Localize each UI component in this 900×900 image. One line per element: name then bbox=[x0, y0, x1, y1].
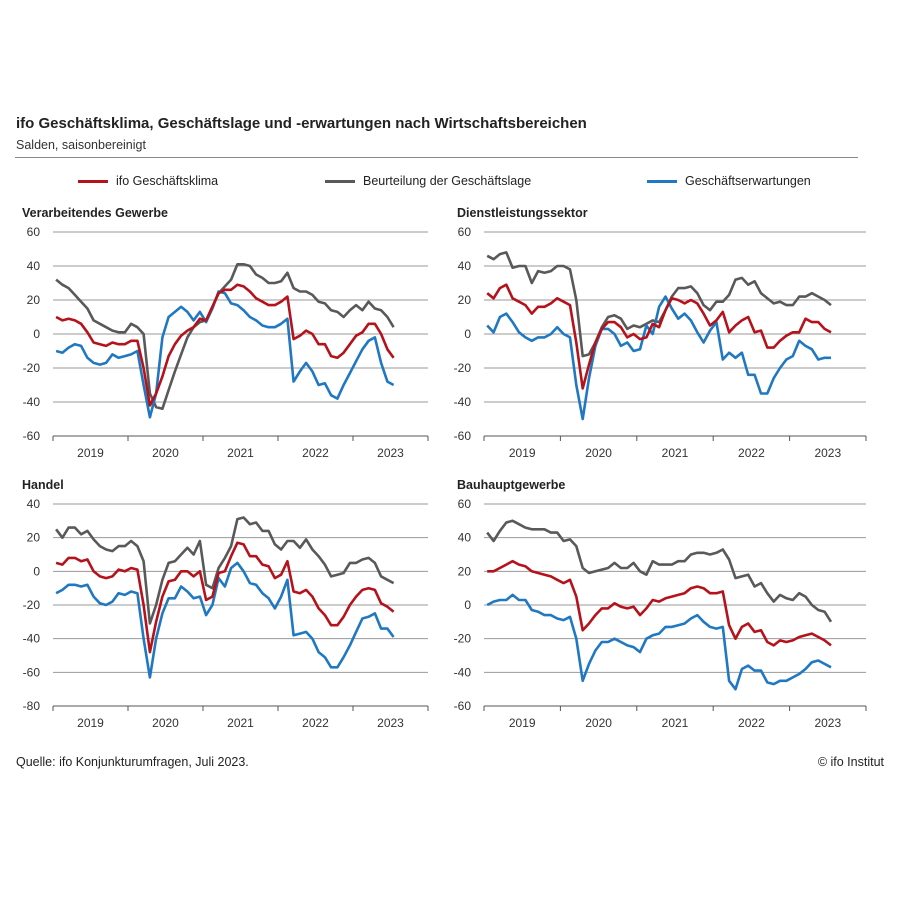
chart-subtitle: Salden, saisonbereinigt bbox=[16, 138, 146, 152]
series-line-klima bbox=[55, 541, 395, 654]
x-tick-label: 2020 bbox=[152, 716, 179, 730]
x-tick-label: 2020 bbox=[152, 446, 179, 460]
y-tick-label: -20 bbox=[454, 361, 472, 375]
panel-title-bauhauptgewerbe: Bauhauptgewerbe bbox=[457, 478, 566, 492]
x-tick-label: 2019 bbox=[77, 446, 104, 460]
series-line-lage bbox=[486, 251, 832, 358]
series-line-lage bbox=[486, 519, 833, 623]
x-tick-label: 2020 bbox=[585, 446, 612, 460]
legend-label: ifo Geschäftsklima bbox=[116, 174, 219, 188]
y-tick-label: 40 bbox=[458, 259, 472, 273]
panel-title-dienstleistungssektor: Dienstleistungssektor bbox=[457, 206, 588, 220]
y-tick-label: -40 bbox=[23, 395, 41, 409]
y-tick-label: -40 bbox=[454, 665, 472, 679]
x-tick-label: 2022 bbox=[738, 716, 765, 730]
x-tick-label: 2023 bbox=[814, 446, 841, 460]
y-tick-label: 40 bbox=[27, 497, 41, 511]
x-tick-label: 2020 bbox=[585, 716, 612, 730]
y-tick-label: -40 bbox=[454, 395, 472, 409]
copyright: © ifo Institut bbox=[817, 755, 884, 769]
y-tick-label: -20 bbox=[454, 632, 472, 646]
legend-item-lage: Beurteilung der Geschäftslage bbox=[325, 174, 531, 188]
source-note: Quelle: ifo Konjunkturumfragen, Juli 202… bbox=[16, 755, 249, 769]
series-line-erwartungen bbox=[486, 295, 831, 421]
series-line-klima bbox=[487, 559, 832, 647]
x-tick-label: 2023 bbox=[377, 446, 404, 460]
x-tick-label: 2021 bbox=[227, 446, 254, 460]
y-tick-label: 20 bbox=[27, 293, 41, 307]
panel-title-handel: Handel bbox=[22, 478, 64, 492]
panel-title-verarbeitendes-gewerbe: Verarbeitendes Gewerbe bbox=[22, 206, 168, 220]
y-tick-label: 20 bbox=[458, 564, 472, 578]
x-tick-label: 2023 bbox=[814, 716, 841, 730]
x-tick-label: 2022 bbox=[302, 446, 329, 460]
x-tick-label: 2023 bbox=[377, 716, 404, 730]
y-tick-label: 40 bbox=[458, 531, 472, 545]
legend-label: Beurteilung der Geschäftslage bbox=[363, 174, 532, 188]
y-tick-label: -60 bbox=[454, 429, 472, 443]
y-tick-label: 20 bbox=[458, 293, 472, 307]
series-line-klima bbox=[486, 283, 832, 390]
y-tick-label: 40 bbox=[27, 259, 41, 273]
x-tick-label: 2022 bbox=[302, 716, 329, 730]
x-tick-label: 2021 bbox=[227, 716, 254, 730]
y-tick-label: -20 bbox=[23, 361, 41, 375]
series-line-klima bbox=[55, 283, 395, 407]
y-tick-label: 0 bbox=[464, 327, 471, 341]
y-tick-label: -60 bbox=[23, 665, 41, 679]
legend-swatch-erwartungen bbox=[647, 179, 677, 183]
y-tick-label: 20 bbox=[27, 531, 41, 545]
legend-swatch-lage bbox=[325, 179, 355, 183]
y-tick-label: 60 bbox=[458, 225, 472, 239]
y-tick-label: 60 bbox=[458, 497, 472, 511]
x-tick-label: 2022 bbox=[738, 446, 765, 460]
y-tick-label: -60 bbox=[454, 699, 472, 713]
y-tick-label: -40 bbox=[23, 632, 41, 646]
y-tick-label: 0 bbox=[33, 327, 40, 341]
y-tick-label: -20 bbox=[23, 598, 41, 612]
legend-swatch-klima bbox=[78, 179, 108, 183]
y-tick-label: 0 bbox=[464, 598, 471, 612]
legend-label: Geschäftserwartungen bbox=[685, 174, 811, 188]
y-tick-label: -80 bbox=[23, 699, 41, 713]
x-tick-label: 2021 bbox=[662, 446, 689, 460]
series-line-erwartungen bbox=[55, 561, 395, 679]
x-tick-label: 2021 bbox=[662, 716, 689, 730]
y-tick-label: -60 bbox=[23, 429, 41, 443]
series-line-erwartungen bbox=[55, 290, 395, 419]
header-divider bbox=[15, 157, 858, 158]
legend-item-erwartungen: Geschäftserwartungen bbox=[647, 174, 811, 188]
series-line-lage bbox=[55, 516, 395, 625]
chart-title: ifo Geschäftsklima, Geschäftslage und -e… bbox=[16, 115, 587, 132]
y-tick-label: 60 bbox=[27, 225, 41, 239]
x-tick-label: 2019 bbox=[77, 716, 104, 730]
legend-item-klima: ifo Geschäftsklima bbox=[78, 174, 218, 188]
series-line-erwartungen bbox=[486, 593, 832, 691]
y-tick-label: 0 bbox=[33, 564, 40, 578]
x-tick-label: 2019 bbox=[509, 446, 536, 460]
series-line-lage bbox=[55, 262, 395, 411]
x-tick-label: 2019 bbox=[509, 716, 536, 730]
